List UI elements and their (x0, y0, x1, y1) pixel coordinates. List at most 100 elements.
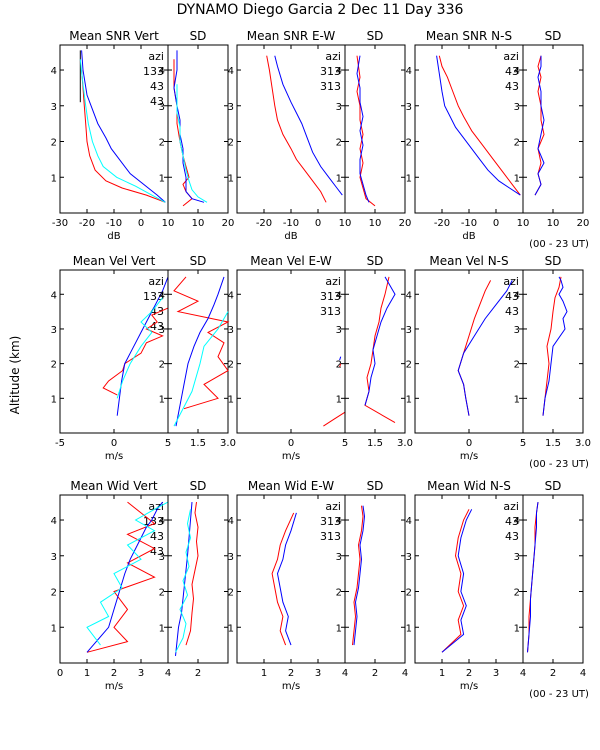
series-line-blue (86, 501, 164, 653)
series-line-blue (81, 50, 166, 203)
ut-note: (00 - 23 UT) (529, 689, 589, 700)
series-line-red (173, 59, 193, 207)
legend-entry: 43 (505, 530, 519, 543)
plot-frame (522, 44, 584, 214)
y-tick-label: 4 (51, 66, 57, 77)
y-tick-label: 3 (228, 325, 234, 336)
legend-title: azi (503, 500, 519, 513)
y-tick-label: 2 (406, 588, 412, 599)
y-tick-label: 4 (336, 290, 342, 301)
x-tick-label: 4 (580, 668, 586, 679)
y-tick-label: 1 (406, 394, 412, 405)
x-tick-label: 1 (439, 668, 445, 679)
panel-vel_ew: Mean Vel E-W 1 2 3 4 0 5 m/s azi 313 313 (228, 254, 349, 462)
series-line-red (86, 501, 156, 653)
y-tick-label: 3 (228, 102, 234, 113)
legend-entry: 313 (320, 290, 341, 303)
series-line-blue (339, 356, 342, 361)
series-line-cyan (116, 297, 163, 399)
legend-title: azi (325, 275, 341, 288)
y-tick-label: 4 (159, 66, 165, 77)
y-tick-label: 3 (406, 552, 412, 563)
y-tick-label: 1 (51, 623, 57, 634)
y-tick-label: 2 (228, 138, 234, 149)
altitude-axis-label: Altitude (km) (8, 336, 22, 415)
x-tick-label: -20 (79, 218, 95, 229)
y-tick-label: 4 (228, 66, 234, 77)
y-tick-label: 1 (514, 623, 520, 634)
y-tick-label: 2 (159, 360, 165, 371)
series-line-cyan (79, 59, 166, 203)
y-tick-label: 1 (336, 394, 342, 405)
x-axis-label: m/s (105, 681, 123, 692)
legend-entry: 43 (150, 95, 164, 108)
y-tick-label: 4 (159, 516, 165, 527)
y-tick-label: 1 (228, 394, 234, 405)
legend-entry: 133 (143, 290, 164, 303)
y-tick-label: 4 (228, 290, 234, 301)
legend-entry: 313 (320, 65, 341, 78)
x-tick-label: 20 (577, 218, 590, 229)
x-tick-label: 10 (162, 218, 175, 229)
panel-snr_ew_sd: SD 1 2 3 4 10 20 (336, 29, 412, 229)
ut-note: (00 - 23 UT) (529, 239, 589, 250)
panel-title: SD (367, 29, 384, 43)
y-tick-label: 2 (228, 360, 234, 371)
x-tick-label: 2 (195, 668, 201, 679)
plot-frame (167, 269, 229, 434)
y-tick-label: 4 (514, 66, 520, 77)
x-tick-label: 4 (165, 668, 171, 679)
y-tick-label: 3 (514, 552, 520, 563)
x-axis-label: m/s (460, 451, 478, 462)
legend-entry: 43 (505, 305, 519, 318)
panel-title: Mean Vel Vert (73, 254, 156, 268)
y-tick-label: 3 (159, 102, 165, 113)
panel-title: SD (545, 254, 562, 268)
legend-title: azi (148, 50, 164, 63)
y-tick-label: 4 (406, 516, 412, 527)
x-tick-label: 1.5 (545, 438, 561, 449)
y-tick-label: 1 (336, 173, 342, 184)
legend-entry: 313 (320, 515, 341, 528)
x-tick-label: -10 (106, 218, 122, 229)
x-axis-label: dB (284, 231, 297, 242)
y-tick-label: 2 (159, 588, 165, 599)
panel-title: SD (545, 29, 562, 43)
x-tick-label: 10 (192, 218, 205, 229)
x-tick-label: 20 (399, 218, 412, 229)
y-tick-label: 2 (406, 360, 412, 371)
ut-note: (00 - 23 UT) (529, 459, 589, 470)
x-tick-label: -10 (461, 218, 477, 229)
x-axis-label: m/s (105, 451, 123, 462)
series-line-blue (356, 55, 370, 203)
y-tick-label: 4 (51, 290, 57, 301)
x-tick-label: 2 (372, 668, 378, 679)
y-tick-label: 2 (514, 138, 520, 149)
series-line-blue (274, 55, 343, 196)
panel-wid_vert_sd: SD 1 2 3 4 2 (159, 479, 229, 679)
series-line-red (441, 509, 470, 653)
y-tick-label: 4 (336, 66, 342, 77)
y-tick-label: 3 (51, 102, 57, 113)
x-tick-label: 4 (402, 668, 408, 679)
series-line-cyan (86, 501, 169, 646)
y-tick-label: 2 (51, 588, 57, 599)
series-line-red (271, 512, 295, 646)
series-line-blue (534, 55, 545, 196)
series-line-blue (353, 505, 366, 646)
x-tick-label: 0 (111, 438, 117, 449)
x-tick-label: 20 (222, 218, 235, 229)
series-line-red (438, 55, 521, 196)
legend-entry: 313 (320, 80, 341, 93)
x-tick-label: 1 (261, 668, 267, 679)
x-tick-label: 4 (342, 668, 348, 679)
series-line-blue (175, 276, 225, 427)
y-tick-label: 3 (51, 552, 57, 563)
x-tick-label: 0 (57, 668, 63, 679)
y-tick-label: 3 (514, 325, 520, 336)
panel-title: Mean SNR E-W (247, 29, 336, 43)
legend-entry: 43 (150, 80, 164, 93)
